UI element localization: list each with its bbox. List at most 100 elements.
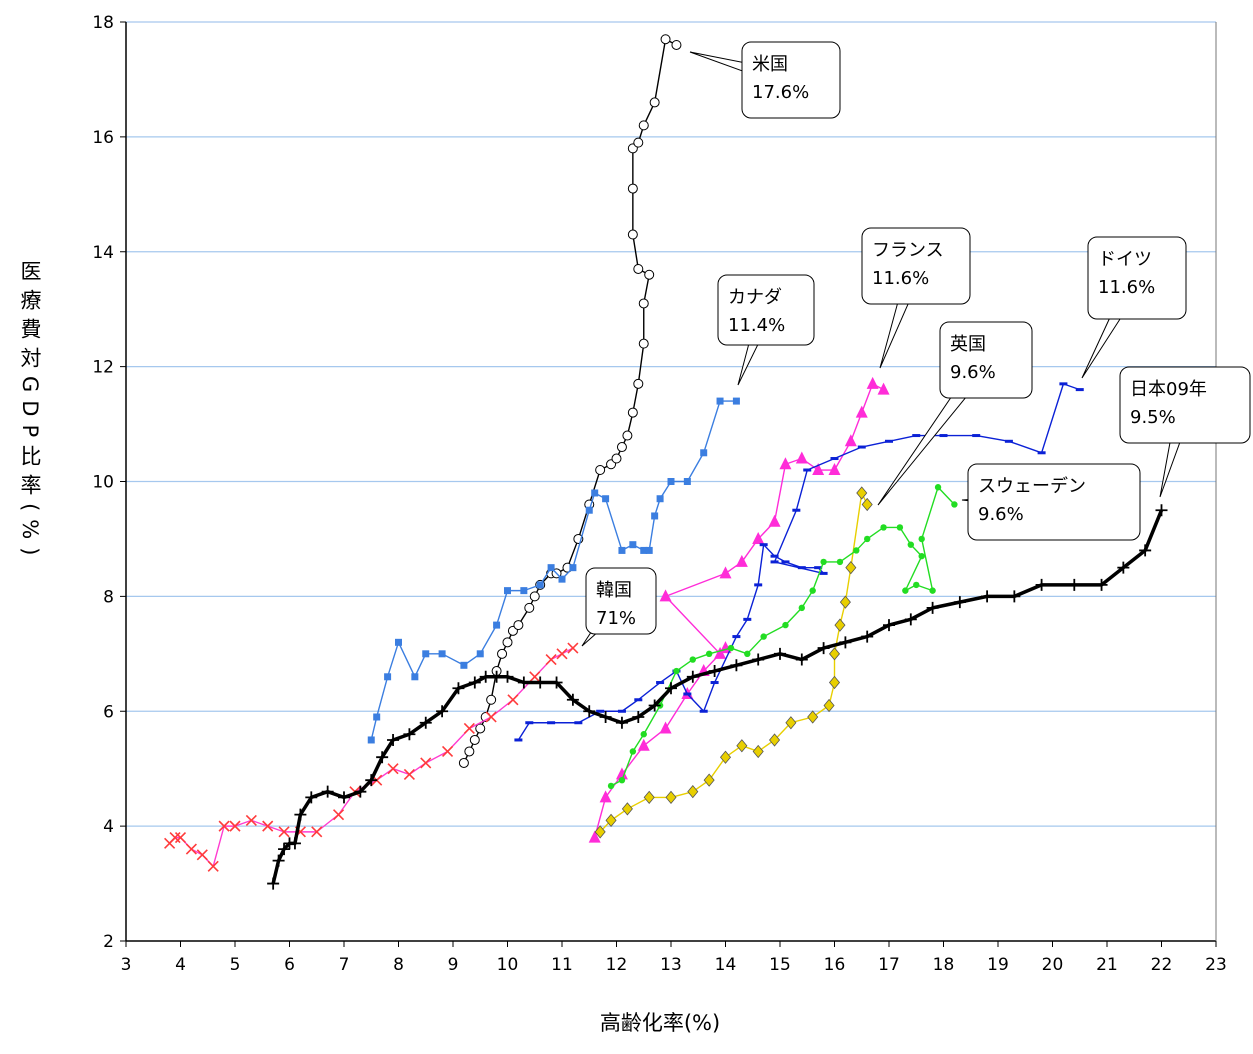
series-uk: [594, 486, 873, 839]
data-point: [585, 506, 593, 514]
data-point: [501, 670, 514, 683]
data-point: [493, 621, 501, 629]
data-point: [395, 638, 402, 646]
data-point: [819, 571, 828, 575]
data-point: [169, 832, 181, 844]
data-point: [504, 587, 511, 595]
data-point: [807, 710, 819, 724]
data-point: [856, 486, 868, 500]
data-point: [907, 541, 914, 548]
y-tick-label: 10: [92, 473, 114, 493]
data-point: [534, 676, 547, 689]
data-point: [861, 630, 874, 643]
data-point: [823, 698, 835, 713]
y-tick-label: 8: [103, 587, 114, 607]
callout-korea: 韓国 71%: [581, 567, 657, 647]
x-tick-label: 11: [551, 955, 573, 975]
data-point: [828, 675, 841, 690]
x-tick-label: 23: [1205, 955, 1227, 975]
data-point: [752, 531, 765, 544]
callout-label: フランス: [872, 240, 944, 261]
data-point: [640, 546, 648, 554]
data-point: [640, 731, 647, 738]
data-point: [607, 782, 615, 790]
data-point: [689, 656, 696, 663]
callout-france: フランス 11.6%: [861, 227, 971, 369]
data-point: [545, 653, 557, 666]
data-point: [502, 637, 513, 648]
data-point: [939, 434, 948, 438]
data-point: [338, 791, 350, 804]
data-point: [611, 453, 622, 464]
callout-value: 9.6%: [978, 504, 1024, 525]
data-point: [752, 653, 765, 666]
data-point: [520, 587, 528, 595]
data-point: [686, 670, 699, 683]
y-tick-label: 4: [103, 817, 114, 837]
data-point: [594, 825, 606, 839]
data-point: [667, 478, 675, 485]
x-tick-label: 3: [121, 955, 132, 975]
x-tick-label: 5: [230, 955, 241, 975]
data-point: [645, 546, 653, 554]
x-tick-label: 19: [987, 955, 1009, 975]
data-point: [736, 739, 748, 753]
data-point: [419, 716, 432, 729]
x-tick-label: 14: [715, 955, 737, 975]
data-point: [648, 699, 661, 712]
data-point: [828, 463, 841, 476]
data-point: [547, 721, 556, 725]
data-point: [857, 445, 866, 449]
data-point: [719, 566, 732, 579]
data-point: [760, 633, 767, 640]
data-point: [569, 564, 577, 572]
data-point: [929, 587, 936, 594]
data-point: [485, 711, 497, 723]
data-point: [558, 575, 566, 583]
data-point: [913, 581, 920, 589]
data-point: [834, 618, 846, 632]
data-point: [403, 768, 415, 780]
data-point: [727, 644, 735, 652]
data-point: [367, 736, 375, 744]
data-point: [517, 676, 530, 689]
data-point: [632, 710, 645, 723]
data-point: [479, 670, 492, 683]
callout-germany: ドイツ 11.6%: [1081, 236, 1187, 379]
data-point: [795, 653, 808, 666]
data-point: [529, 671, 541, 683]
x-tick-label: 8: [393, 955, 404, 975]
data-point: [708, 665, 721, 678]
data-point: [583, 705, 596, 718]
data-point: [556, 648, 568, 660]
data-point: [262, 820, 274, 832]
data-point: [817, 642, 830, 655]
data-point: [981, 590, 994, 603]
data-point: [864, 535, 871, 543]
data-point: [618, 776, 626, 784]
data-point: [591, 489, 599, 497]
data-point: [1004, 439, 1013, 443]
data-point: [1095, 578, 1108, 591]
data-point: [885, 439, 893, 443]
x-tick-label: 18: [933, 955, 955, 975]
data-point: [633, 378, 644, 389]
data-point: [754, 583, 763, 587]
data-point: [866, 376, 879, 389]
data-point: [458, 757, 469, 768]
x-tick-label: 17: [878, 955, 900, 975]
data-point: [207, 860, 219, 872]
data-point: [525, 721, 534, 725]
data-point: [596, 709, 605, 713]
data-point: [839, 636, 852, 649]
data-point: [665, 682, 677, 695]
data-point: [574, 721, 583, 725]
data-point: [918, 552, 925, 560]
data-point: [714, 646, 727, 659]
data-point: [486, 694, 497, 705]
callout-value: 71%: [596, 608, 636, 629]
data-point: [460, 661, 468, 669]
data-point: [497, 648, 508, 659]
x-tick-label: 20: [1042, 955, 1064, 975]
